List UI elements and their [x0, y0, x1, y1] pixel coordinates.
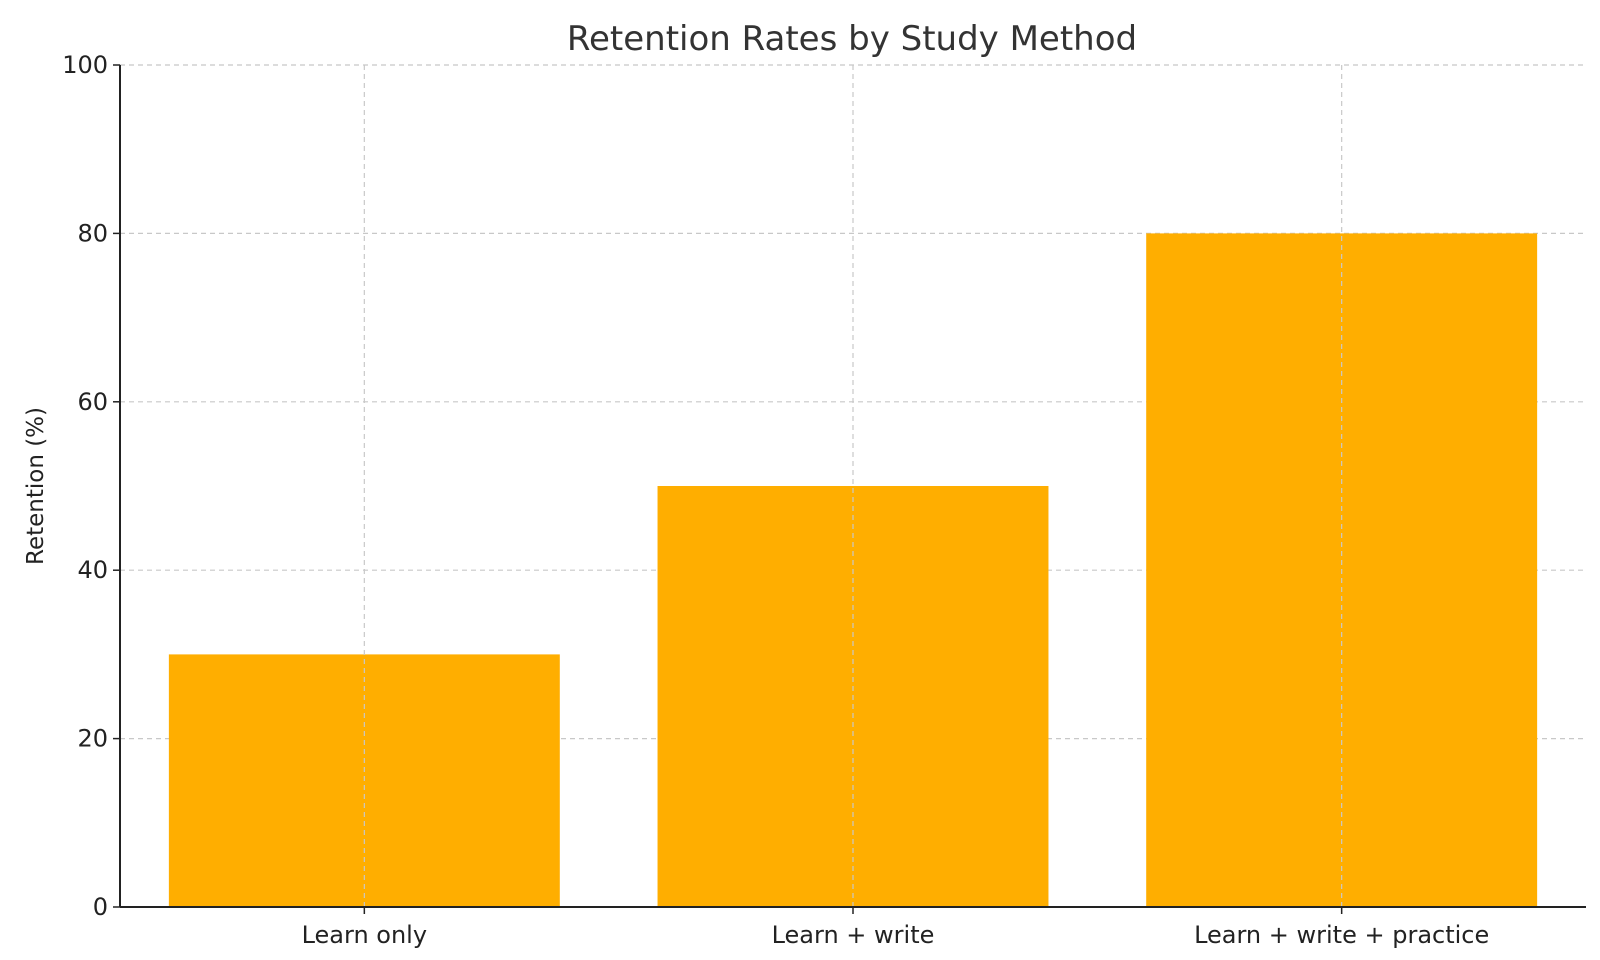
- x-tick-label: Learn + write: [772, 921, 935, 949]
- y-tick-label: 0: [93, 893, 108, 921]
- x-tick-label: Learn + write + practice: [1194, 921, 1489, 949]
- y-tick-label: 100: [62, 51, 108, 79]
- y-tick-label: 60: [77, 388, 108, 416]
- y-axis-label: Retention (%): [23, 407, 49, 565]
- y-ticks: 0 20 40 60 80 100: [62, 51, 120, 921]
- y-tick-label: 80: [77, 219, 108, 247]
- chart-title: Retention Rates by Study Method: [567, 19, 1137, 59]
- y-tick-label: 20: [77, 725, 108, 753]
- x-tick-label: Learn only: [302, 921, 427, 949]
- x-ticks: Learn only Learn + write Learn + write + p…: [302, 907, 1489, 949]
- y-tick-label: 40: [77, 556, 108, 584]
